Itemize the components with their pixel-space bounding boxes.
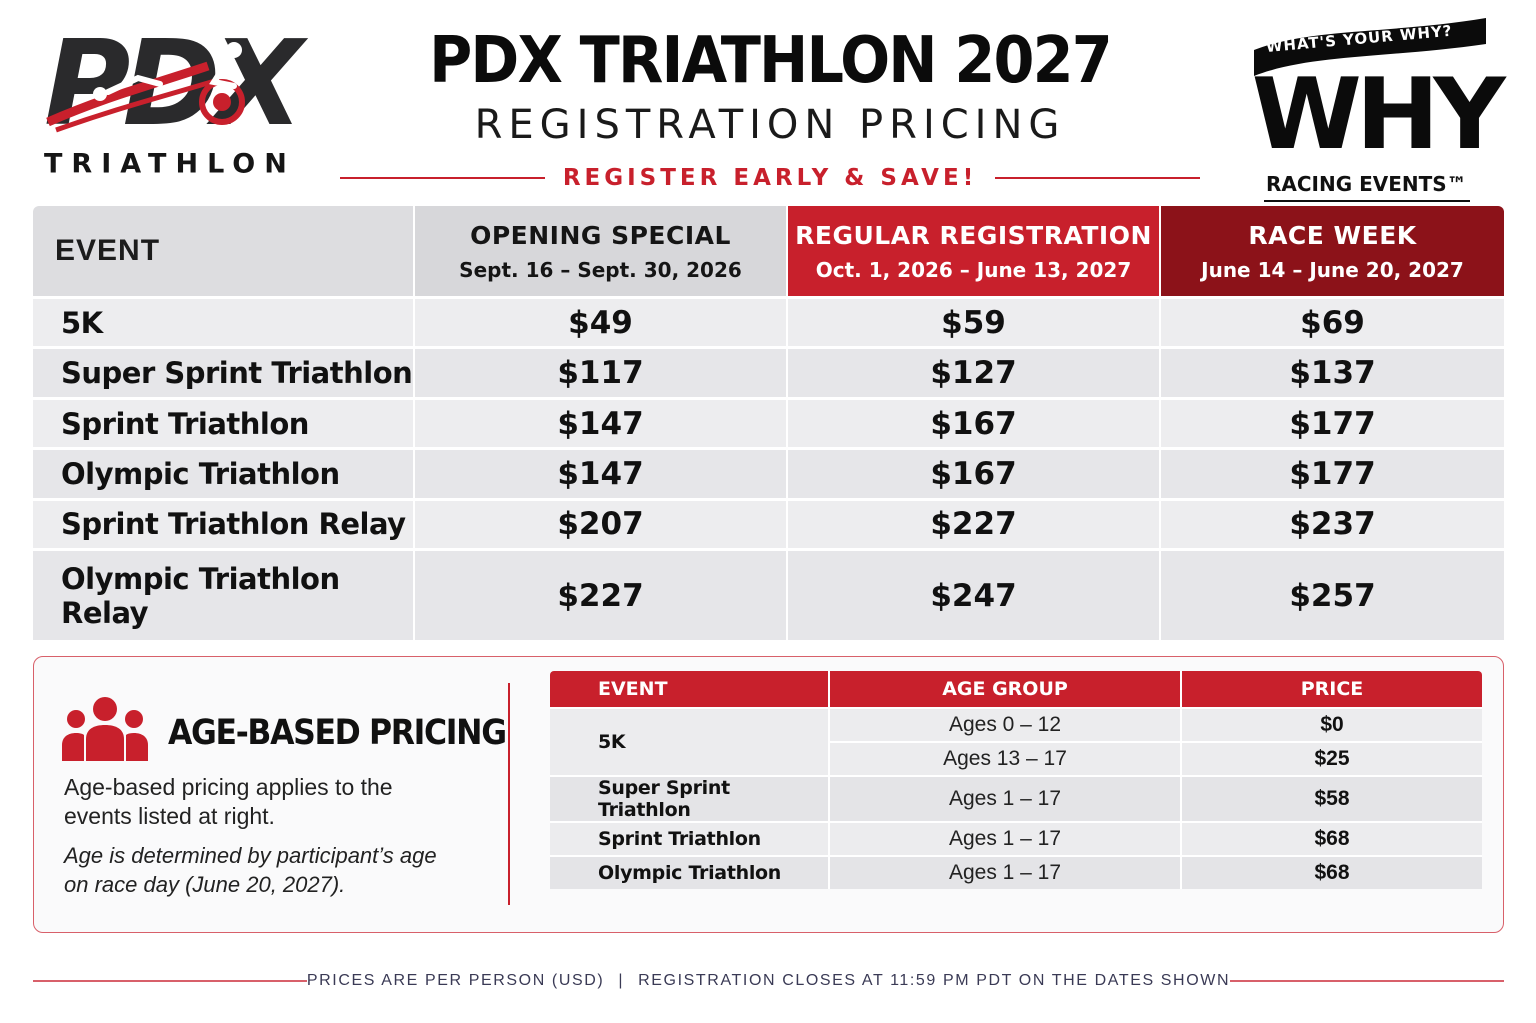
table-row: Super Sprint Triathlon $117 $127 $137: [33, 346, 1504, 397]
page-title: PDX TRIATHLON 2027: [429, 24, 1113, 98]
footer-pricing-note: PRICES ARE PER PERSON (USD): [306, 972, 605, 989]
racing-events-underline: [1264, 200, 1470, 202]
table-row: 5K $49 $59 $69: [33, 296, 1504, 347]
footer-rule-left: [33, 980, 307, 982]
price-race-week: $137: [1161, 346, 1504, 397]
table-row: Sprint Triathlon Ages 1 – 17 $68: [550, 821, 1482, 855]
table-row: 5K Ages 0 – 12 $0: [550, 707, 1482, 775]
logo-triathlon-word: TRIATHLON: [44, 148, 296, 180]
people-group-icon: [62, 697, 148, 761]
table-row: Olympic Triathlon Ages 1 – 17 $68: [550, 855, 1482, 889]
event-name: Sprint Triathlon Relay: [33, 497, 415, 549]
age-pricing-description: Age-based pricing applies to the events …: [64, 774, 393, 829]
footer: PRICES ARE PER PERSON (USD) | REGISTRATION…: [33, 966, 1504, 996]
price-opening: $147: [415, 447, 788, 498]
table-row: Sprint Triathlon Relay $207 $227 $237: [33, 497, 1504, 549]
age-event-name: 5K: [550, 707, 830, 775]
age-column-age-group: AGE GROUP: [830, 671, 1182, 707]
tagline: REGISTER EARLY & SAVE!: [562, 165, 978, 191]
age-price: $58: [1182, 775, 1482, 821]
age-group: Ages 0 – 12: [830, 707, 1182, 741]
column-header-opening-special: OPENING SPECIAL Sept. 16 – Sept. 30, 202…: [415, 206, 788, 296]
price-regular: $59: [788, 296, 1161, 347]
age-price: $68: [1182, 855, 1482, 889]
age-table-header-row: EVENT AGE GROUP PRICE: [550, 671, 1482, 707]
column-header-label: RACE WEEK: [1248, 220, 1417, 250]
event-name: Olympic Triathlon: [33, 447, 415, 498]
column-header-label: OPENING SPECIAL: [470, 220, 731, 250]
price-race-week: $177: [1161, 396, 1504, 448]
column-header-event: EVENT: [33, 206, 415, 296]
price-regular: $247: [788, 548, 1161, 640]
tagline-rule-left: [340, 177, 545, 179]
price-opening: $49: [415, 296, 788, 347]
footer-text: PRICES ARE PER PERSON (USD) | REGISTRATION…: [307, 972, 1230, 990]
table-row: Super Sprint Triathlon Ages 1 – 17 $58: [550, 775, 1482, 821]
footer-separator: |: [618, 972, 625, 989]
tagline-row: REGISTER EARLY & SAVE!: [340, 160, 1200, 196]
age-group: Ages 1 – 17: [830, 855, 1182, 889]
pdx-triathlon-logo: PDX TRIATHLON: [38, 26, 358, 180]
age-pricing-info: AGE-BASED PRICING Age-based pricing appl…: [60, 695, 507, 915]
price-opening: $147: [415, 396, 788, 448]
why-racing-events-logo: WHAT'S YOUR WHY? WHY RACING EVENTS™: [1250, 14, 1506, 202]
price-regular: $167: [788, 447, 1161, 498]
event-name: Sprint Triathlon: [33, 396, 415, 448]
header-title-block: PDX TRIATHLON 2027 REGISTRATION PRICING: [340, 22, 1200, 148]
footer-closing-note: REGISTRATION CLOSES AT 11:59 PM PDT ON T…: [638, 972, 1231, 989]
column-header-dates: Oct. 1, 2026 – June 13, 2027: [815, 257, 1132, 282]
age-group: Ages 13 – 17: [830, 741, 1182, 775]
table-row: Sprint Triathlon $147 $167 $177: [33, 396, 1504, 448]
column-header-regular-registration: REGULAR REGISTRATION Oct. 1, 2026 – June…: [788, 206, 1161, 296]
footer-rule-right: [1230, 980, 1504, 982]
racing-events-text: RACING EVENTS™: [1266, 172, 1467, 196]
why-banner-shape: [1254, 18, 1486, 76]
column-header-dates: June 14 – June 20, 2027: [1201, 257, 1464, 282]
age-pricing-table: EVENT AGE GROUP PRICE 5K Ages 0 – 12 $0 …: [550, 671, 1482, 889]
price-race-week: $69: [1161, 296, 1504, 347]
event-name: Super Sprint Triathlon: [33, 346, 415, 397]
age-event-name: Super Sprint Triathlon: [550, 775, 830, 821]
age-event-name: Olympic Triathlon: [550, 855, 830, 889]
column-header-dates: Sept. 16 – Sept. 30, 2026: [459, 257, 742, 282]
column-header-race-week: RACE WEEK June 14 – June 20, 2027: [1161, 206, 1504, 296]
age-pricing-note: Age is determined by participant’s age o…: [64, 843, 437, 897]
price-race-week: $177: [1161, 447, 1504, 498]
age-group: Ages 1 – 17: [830, 775, 1182, 821]
age-price: $25: [1182, 741, 1482, 775]
age-column-price: PRICE: [1182, 671, 1482, 707]
table-row: Ages 13 – 17 $25: [550, 741, 1482, 775]
price-opening: $227: [415, 548, 788, 640]
age-pricing-title: AGE-BASED PRICING: [168, 713, 507, 753]
table-row: Olympic Triathlon $147 $167 $177: [33, 447, 1504, 498]
column-header-label: REGULAR REGISTRATION: [795, 220, 1152, 250]
table-row: Olympic Triathlon Relay $227 $247 $257: [33, 548, 1504, 640]
price-race-week: $237: [1161, 497, 1504, 549]
age-pricing-box: AGE-BASED PRICING Age-based pricing appl…: [33, 656, 1504, 933]
page-subtitle: REGISTRATION PRICING: [474, 102, 1066, 148]
price-regular: $227: [788, 497, 1161, 549]
price-regular: $167: [788, 396, 1161, 448]
age-group: Ages 1 – 17: [830, 821, 1182, 855]
age-event-name: Sprint Triathlon: [550, 821, 830, 855]
event-name: Olympic Triathlon Relay: [33, 548, 415, 640]
pricing-table: EVENT OPENING SPECIAL Sept. 16 – Sept. 3…: [33, 206, 1504, 640]
price-race-week: $257: [1161, 548, 1504, 640]
pricing-header-row: EVENT OPENING SPECIAL Sept. 16 – Sept. 3…: [33, 206, 1504, 296]
pdx-logo-art: PDX: [44, 26, 352, 136]
age-price: $0: [1182, 707, 1482, 741]
price-opening: $207: [415, 497, 788, 549]
price-opening: $117: [415, 346, 788, 397]
price-regular: $127: [788, 346, 1161, 397]
tagline-rule-right: [995, 177, 1200, 179]
age-price: $68: [1182, 821, 1482, 855]
age-pricing-divider: [508, 683, 510, 905]
age-column-event: EVENT: [550, 671, 830, 707]
event-name: 5K: [33, 296, 415, 347]
why-logo-letters: WHY: [1251, 58, 1506, 172]
